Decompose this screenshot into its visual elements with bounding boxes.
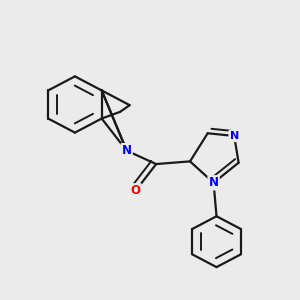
Text: O: O	[130, 184, 141, 197]
Text: N: N	[230, 131, 239, 141]
Text: N: N	[208, 176, 219, 189]
Text: N: N	[122, 144, 132, 157]
